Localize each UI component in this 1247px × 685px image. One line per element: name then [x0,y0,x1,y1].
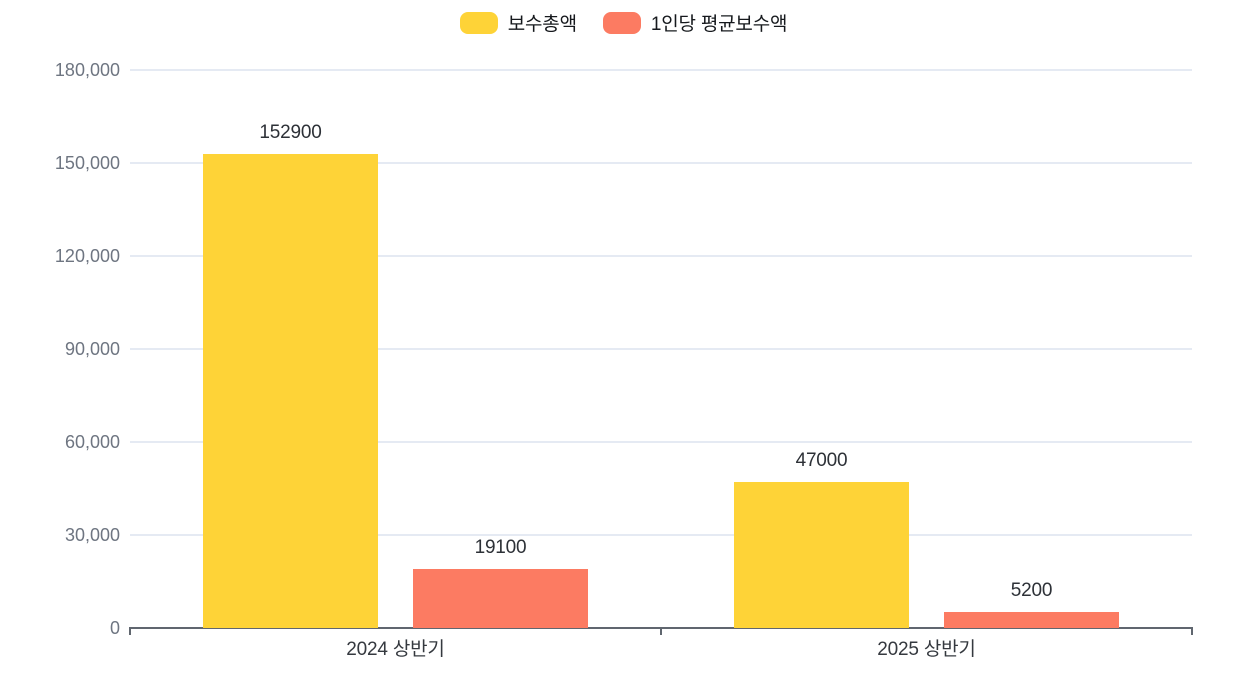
chart-legend: 보수총액 1인당 평균보수액 [0,9,1247,36]
y-tick-label: 120,000 [54,246,120,266]
y-tick-label: 180,000 [54,60,120,80]
y-tick-label: 30,000 [64,525,120,545]
legend-label: 보수총액 [507,14,577,35]
y-tick-label: 60,000 [64,432,120,452]
legend-label: 1인당 평균보수액 [650,14,788,35]
legend-swatch-icon [459,11,498,34]
value-label: 19100 [474,537,527,558]
bar-1-cat-1 [944,612,1119,628]
x-category-label: 2024 상반기 [346,639,445,660]
bar-1-cat-0 [413,569,588,628]
x-axis-tick [129,627,131,635]
x-axis-tick [1191,627,1193,635]
y-tick-label: 90,000 [64,339,120,359]
value-label: 152900 [259,122,322,143]
gridline [130,162,1192,164]
gridline [130,69,1192,71]
x-axis-tick [660,627,662,635]
gridline [130,348,1192,350]
gridline [130,255,1192,257]
bar-0-cat-0 [203,154,378,628]
x-category-label: 2025 상반기 [877,639,976,660]
legend-item-0[interactable]: 보수총액 [459,9,577,36]
value-label: 5200 [1010,580,1053,601]
gridline [130,534,1192,536]
bar-0-cat-1 [734,482,909,628]
legend-swatch-icon [602,11,641,34]
value-label: 47000 [795,450,848,471]
y-tick-label: 0 [109,618,120,638]
y-tick-label: 150,000 [54,153,120,173]
legend-item-1[interactable]: 1인당 평균보수액 [602,9,788,36]
gridline [130,441,1192,443]
